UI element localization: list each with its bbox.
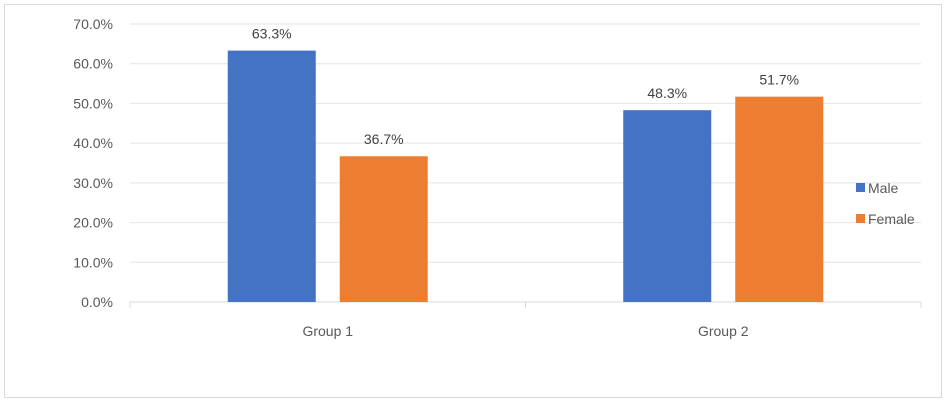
x-tick-label: Group 2 [698, 323, 749, 339]
legend-swatch-male [856, 183, 865, 192]
bars [227, 50, 824, 303]
legend-swatch-female [856, 214, 865, 223]
y-tick-label: 10.0% [73, 254, 113, 270]
y-tick-label: 60.0% [73, 56, 113, 72]
legend-label-male: Male [868, 180, 899, 196]
y-tick-label: 30.0% [73, 175, 113, 191]
legend: Male Female [856, 180, 915, 227]
data-labels: 63.3% 36.7% 48.3% 51.7% [252, 26, 799, 148]
data-label: 51.7% [759, 72, 799, 88]
y-tick-label: 70.0% [73, 16, 113, 32]
bar-female-1 [339, 156, 428, 302]
data-label: 48.3% [647, 85, 687, 101]
x-axis-tick-labels: Group 1 Group 2 [302, 323, 748, 339]
y-tick-label: 40.0% [73, 135, 113, 151]
bar-male-2 [623, 110, 712, 303]
data-label: 36.7% [364, 131, 404, 147]
y-tick-label: 0.0% [81, 294, 113, 310]
x-tick-label: Group 1 [302, 323, 353, 339]
y-tick-label: 20.0% [73, 215, 113, 231]
legend-label-female: Female [868, 211, 915, 227]
bar-male-1 [227, 50, 316, 303]
bar-female-2 [735, 96, 824, 302]
y-axis-tick-labels: 0.0% 10.0% 20.0% 30.0% 40.0% 50.0% 60.0% 70.0% [73, 16, 113, 310]
y-tick-label: 50.0% [73, 95, 113, 111]
data-label: 63.3% [252, 26, 292, 42]
